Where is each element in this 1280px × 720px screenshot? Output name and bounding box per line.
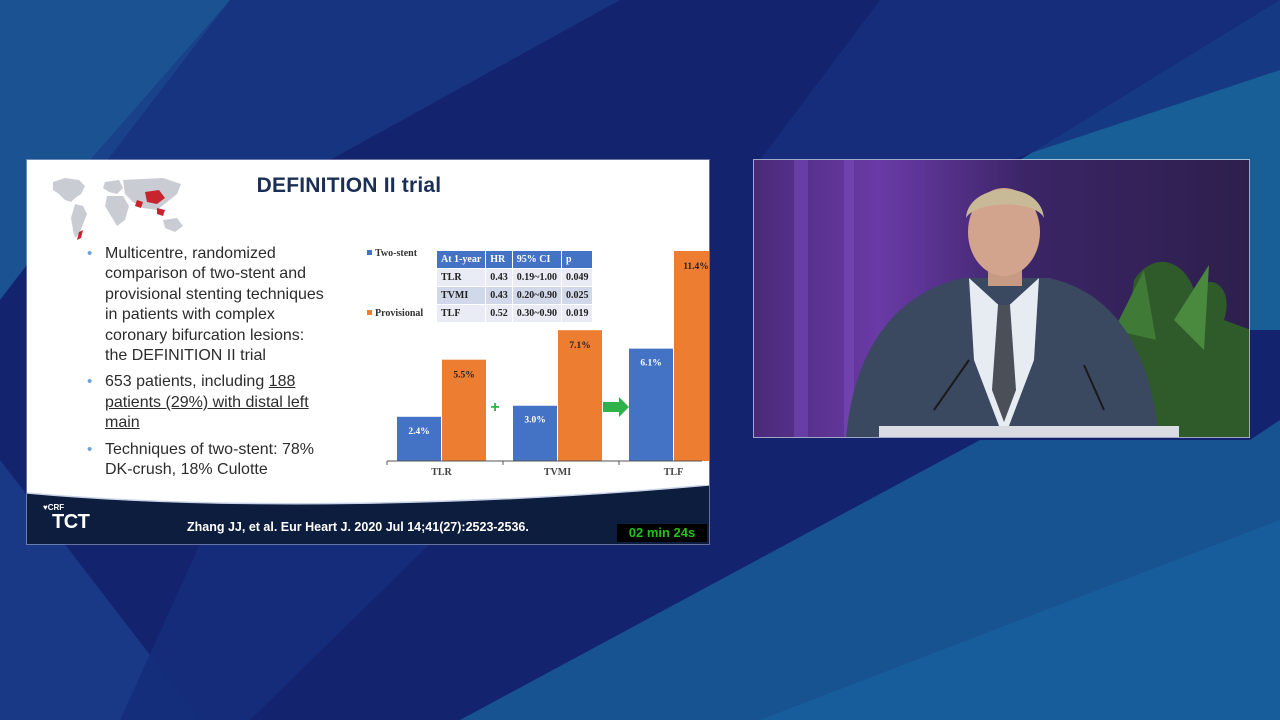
bar — [674, 251, 709, 461]
table-header: At 1-year — [435, 250, 487, 269]
bar — [397, 416, 441, 461]
bar — [442, 359, 486, 461]
data-label: 7.1% — [569, 341, 590, 351]
crf-mark: ♥CRF — [43, 503, 65, 512]
table-row: TLF 0.52 0.30~0.90 0.019 — [435, 304, 594, 323]
table-header: 95% CI — [511, 250, 562, 269]
table-cell: TLR — [435, 268, 487, 287]
arrow-right-icon — [603, 397, 629, 417]
slide-footer-band — [27, 485, 709, 544]
bar — [629, 348, 673, 461]
table-cell: 0.025 — [560, 286, 594, 305]
table-cell: 0.30~0.90 — [511, 304, 562, 323]
table-header: p — [560, 250, 594, 269]
bullet-icon: • — [87, 440, 93, 458]
bullet-icon: • — [87, 245, 93, 262]
legend-swatch — [367, 310, 372, 315]
table-row: TVMI 0.43 0.20~0.90 0.025 — [435, 286, 594, 305]
data-label: 11.4% — [683, 262, 709, 272]
bullet-item: • Multicentre, randomized comparison of … — [87, 245, 324, 365]
table-cell: 0.43 — [485, 286, 513, 305]
bar — [513, 405, 557, 461]
table-cell: 0.049 — [560, 268, 594, 287]
bullet-item: • Techniques of two-stent: 78% DK-crush,… — [87, 440, 315, 479]
slide-title: DEFINITION II trial — [256, 174, 442, 197]
world-map-icon — [53, 178, 183, 240]
data-label: 3.0% — [524, 416, 545, 426]
tct-wordmark: TCT — [52, 511, 90, 533]
x-tick-label: TLR — [431, 467, 452, 478]
table-header: HR — [485, 250, 513, 269]
hazard-ratio-table: At 1-year HR 95% CI p TLR 0.43 0.19~1.00… — [435, 250, 594, 323]
bullet-icon: • — [87, 373, 93, 391]
bullet-item: • 653 patients, including 188 patients (… — [87, 373, 309, 432]
citation-text: Zhang JJ, et al. Eur Heart J. 2020 Jul 1… — [187, 520, 529, 534]
table-cell: 0.19~1.00 — [511, 268, 562, 287]
legend-swatch — [367, 250, 372, 255]
x-tick-label: TLF — [664, 467, 683, 478]
plus-icon: + — [490, 399, 499, 416]
bar-chart: Two-stent Provisional 2.4% 5.5% TLR 3.0% 7.1% T… — [367, 248, 709, 478]
speaker-video-image — [754, 160, 1249, 437]
bar — [558, 330, 602, 461]
bullet-list: • Multicentre, randomized comparison of … — [85, 244, 345, 486]
table-cell: 0.20~0.90 — [511, 286, 562, 305]
table-cell: 0.52 — [485, 304, 513, 323]
table-header-row: At 1-year HR 95% CI p — [435, 250, 594, 269]
table-cell: 0.43 — [485, 268, 513, 287]
countdown-timer: 02 min 24s — [617, 524, 707, 542]
table-row: TLR 0.43 0.19~1.00 0.049 — [435, 268, 594, 287]
data-label: 2.4% — [408, 427, 429, 437]
legend-label: Provisional — [375, 308, 423, 319]
table-cell: TVMI — [435, 286, 487, 305]
presentation-slide: DEFINITION II trial • Multicentre, rando… — [27, 160, 709, 544]
speaker-video-feed — [753, 159, 1250, 438]
table-cell: 0.019 — [560, 304, 594, 323]
x-tick-label: TVMI — [544, 467, 571, 478]
data-label: 5.5% — [453, 371, 474, 381]
table-cell: TLF — [435, 304, 487, 323]
data-label: 6.1% — [640, 359, 661, 369]
legend-label: Two-stent — [375, 248, 418, 259]
